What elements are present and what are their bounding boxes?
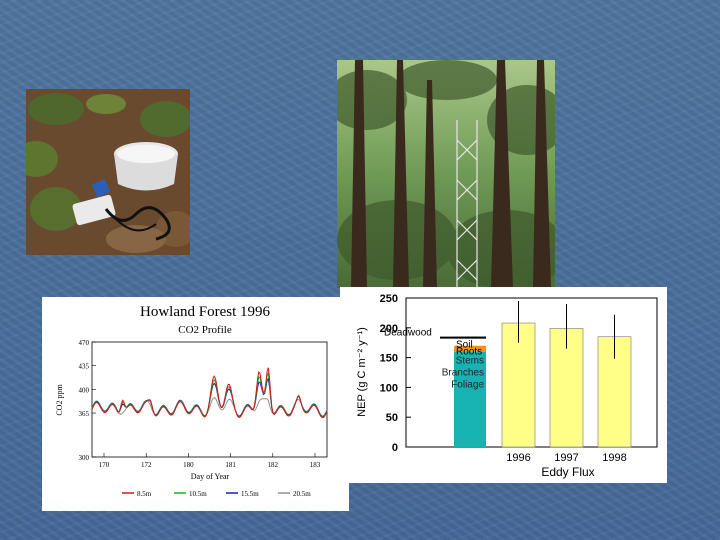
branches-label: Branches — [442, 368, 484, 379]
bar-1996 — [501, 322, 536, 448]
y-axis-label: NEP (g C m⁻² y⁻¹) — [356, 327, 368, 417]
plot-frame — [91, 341, 328, 458]
chart-title: Howland Forest 1996 — [140, 304, 270, 320]
y-tick-label: 400 — [79, 386, 90, 394]
y-tick-label: 250 — [380, 293, 398, 305]
legend-label: 10.5m — [189, 490, 207, 498]
legend-label: 20.5m — [293, 490, 311, 498]
nep-bar-chart: 0 50 100 150 200 250 Deadwood Soil Roots Stems Br… — [340, 287, 667, 483]
x-tick-label: 181 — [225, 461, 236, 469]
forest-tower-photo — [337, 60, 555, 288]
y-axis-label: CO2 ppm — [55, 384, 64, 416]
x-axis-label: Day of Year — [191, 472, 230, 481]
soil-label: Soil — [456, 340, 473, 351]
y-tick-label: 435 — [79, 363, 90, 371]
y-tick-label: 100 — [380, 382, 398, 394]
deadwood-label: Deadwood — [384, 328, 432, 339]
stacked-segment-soil — [454, 338, 486, 346]
y-tick-label: 0 — [392, 442, 398, 454]
soil-chamber-photo — [26, 89, 190, 255]
y-tick-label: 365 — [79, 410, 90, 418]
category-label-1997: 1997 — [554, 452, 578, 464]
y-tick-label: 300 — [79, 454, 90, 462]
x-tick-label: 182 — [268, 461, 279, 469]
x-tick-label: 180 — [183, 461, 194, 469]
x-tick-label: 183 — [310, 461, 321, 469]
y-tick-label: 50 — [386, 412, 398, 424]
stems-label: Stems — [456, 356, 484, 367]
y-tick-label: 470 — [79, 339, 90, 347]
roots-label: Roots — [456, 347, 482, 358]
co2-profile-chart: Howland Forest 1996 CO2 Profile 470 435 40… — [42, 297, 349, 511]
chart-subtitle: CO2 Profile — [178, 324, 232, 336]
stacked-segment-stems-branches-foliage — [454, 351, 486, 447]
x-axis-label: Eddy Flux — [541, 465, 594, 479]
foliage-label: Foliage — [451, 380, 484, 391]
stacked-segment-roots — [454, 345, 486, 352]
series-line-8.5m — [91, 367, 328, 419]
legend-label: 8.5m — [137, 490, 152, 498]
x-tick-label: 170 — [99, 461, 110, 469]
legend-label: 15.5m — [241, 490, 259, 498]
category-label-1996: 1996 — [506, 452, 530, 464]
y-tick-label: 150 — [380, 353, 398, 365]
category-label-1998: 1998 — [602, 452, 626, 464]
x-tick-label: 172 — [141, 461, 152, 469]
y-tick-label: 200 — [380, 323, 398, 335]
